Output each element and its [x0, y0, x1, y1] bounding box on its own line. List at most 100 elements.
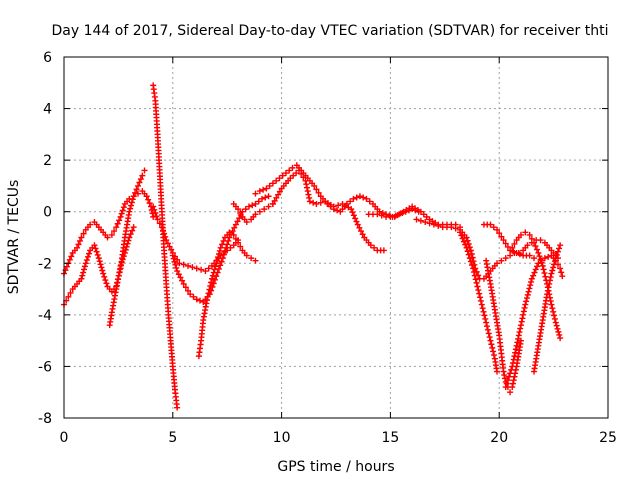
data-marker — [555, 328, 562, 335]
data-point — [130, 193, 137, 200]
series-track-r — [531, 242, 564, 375]
data-point — [374, 211, 381, 218]
data-point — [180, 280, 187, 287]
data-point — [531, 239, 538, 246]
y-tick-label: -4 — [38, 308, 52, 324]
data-marker — [511, 353, 518, 360]
data-marker — [66, 256, 73, 263]
x-tick-label: 15 — [381, 430, 399, 446]
series-track-h — [230, 200, 276, 226]
data-point — [65, 293, 72, 300]
data-point — [498, 257, 505, 264]
data-marker — [523, 298, 530, 305]
data-marker — [546, 277, 553, 284]
data-marker — [488, 341, 495, 348]
data-marker — [271, 197, 278, 204]
data-marker — [542, 273, 549, 280]
data-marker — [435, 222, 442, 229]
data-point — [367, 242, 374, 249]
data-marker — [128, 199, 135, 206]
y-tick-label: 0 — [43, 205, 52, 221]
data-marker — [549, 267, 556, 274]
data-point — [522, 301, 529, 308]
data-point — [494, 368, 501, 375]
data-marker — [127, 205, 134, 212]
data-point — [354, 221, 361, 228]
data-marker — [205, 290, 212, 297]
data-marker — [510, 248, 517, 255]
data-marker — [479, 305, 486, 312]
data-marker — [216, 247, 223, 254]
data-marker — [317, 199, 324, 206]
data-marker — [111, 228, 118, 235]
data-marker — [545, 253, 552, 260]
data-marker — [168, 246, 175, 253]
data-point — [552, 255, 559, 262]
data-point — [139, 172, 146, 179]
data-point — [541, 255, 548, 262]
data-point — [380, 247, 387, 254]
data-marker — [305, 191, 312, 198]
data-point — [502, 384, 509, 391]
data-point — [187, 291, 194, 298]
data-point — [487, 337, 494, 344]
series-track-k — [365, 203, 464, 231]
data-marker — [198, 266, 205, 273]
data-point — [158, 224, 165, 231]
data-marker — [119, 256, 126, 263]
data-marker — [118, 259, 125, 266]
data-marker — [146, 200, 153, 207]
data-point — [513, 249, 520, 256]
data-point — [535, 249, 542, 256]
series-track-b — [61, 167, 148, 308]
data-marker — [509, 380, 516, 387]
data-marker — [145, 196, 152, 203]
data-marker — [378, 212, 385, 219]
data-marker — [219, 241, 226, 248]
data-marker — [553, 251, 560, 258]
data-marker — [125, 237, 132, 244]
data-point — [313, 200, 320, 207]
data-marker — [352, 215, 359, 222]
data-marker — [229, 228, 236, 235]
data-marker — [303, 181, 310, 188]
data-marker — [496, 230, 503, 237]
data-point — [91, 242, 98, 249]
data-marker — [517, 325, 524, 332]
data-marker — [538, 259, 545, 266]
data-point — [202, 268, 209, 275]
y-tick-label: 4 — [43, 102, 52, 118]
data-marker — [550, 308, 557, 315]
data-marker — [132, 189, 139, 196]
data-marker — [180, 261, 187, 268]
data-marker — [505, 373, 512, 380]
data-point — [509, 363, 516, 370]
series-track-o — [480, 221, 538, 262]
data-marker — [298, 170, 305, 177]
data-marker — [472, 276, 479, 283]
data-marker — [534, 263, 541, 270]
data-marker — [114, 220, 121, 227]
data-marker — [484, 326, 491, 333]
data-marker — [218, 258, 225, 265]
data-marker — [462, 241, 469, 248]
data-point — [548, 270, 555, 277]
data-point — [348, 206, 355, 213]
data-marker — [545, 284, 552, 291]
data-marker — [129, 196, 136, 203]
data-point — [248, 255, 255, 262]
data-marker — [467, 258, 474, 265]
data-marker — [521, 304, 528, 311]
data-marker — [215, 254, 222, 261]
data-marker — [547, 274, 554, 281]
data-point — [243, 252, 250, 259]
data-marker — [460, 238, 467, 245]
data-marker — [273, 177, 280, 184]
data-point — [470, 265, 477, 272]
data-marker — [465, 251, 472, 258]
data-marker — [207, 282, 214, 289]
data-marker — [486, 334, 493, 341]
series-track-f — [169, 193, 272, 305]
data-marker — [127, 231, 134, 238]
data-marker — [217, 262, 224, 269]
